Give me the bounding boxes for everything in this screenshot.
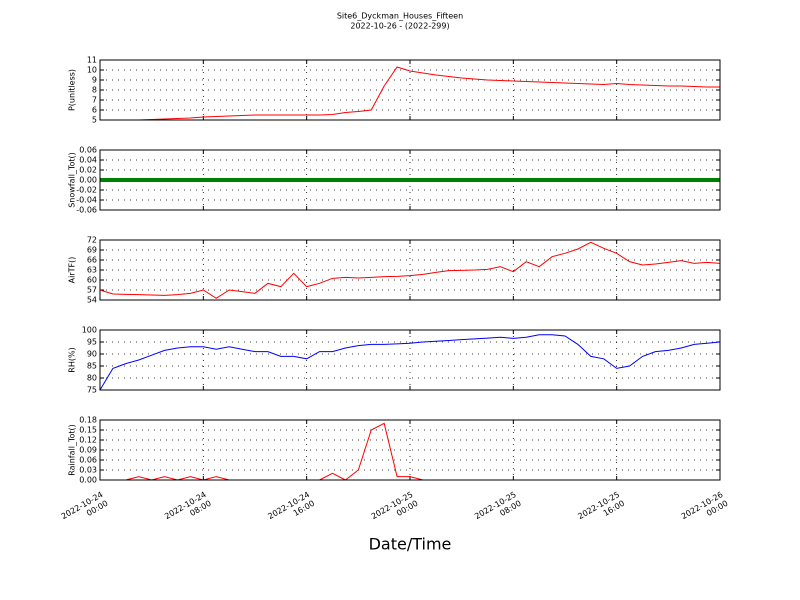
y-tick-label: 69	[87, 246, 97, 255]
y-tick-label: -0.04	[76, 196, 97, 205]
y-tick-label: 63	[87, 266, 97, 275]
plot-frame	[99, 149, 721, 211]
plot-frame	[99, 239, 721, 301]
y-tick-label: 85	[87, 362, 97, 371]
y-axis-label: P(unitless)	[68, 69, 77, 111]
y-tick-label: 10	[87, 66, 97, 75]
y-tick-label: 0.00	[79, 176, 97, 185]
y-tick-label: 54	[87, 296, 97, 305]
y-tick-label: 0.00	[79, 476, 97, 485]
y-axis-label: AirTF()	[68, 257, 77, 284]
y-tick-label: 75	[87, 386, 97, 395]
y-tick-label: -0.06	[76, 206, 97, 215]
data-line	[100, 66, 720, 121]
y-tick-label: 6	[92, 106, 97, 115]
x-axis-label: Date/Time	[369, 535, 452, 554]
plot-frame	[99, 419, 721, 481]
y-tick-label: 0.06	[79, 146, 97, 155]
y-axis-label: Snowfall_Tot()	[68, 152, 77, 208]
y-tick-label: 0.18	[79, 416, 97, 425]
y-tick-label: -0.02	[76, 186, 97, 195]
y-tick-label: 0.03	[79, 466, 97, 475]
data-line	[99, 241, 721, 299]
y-tick-label: 80	[87, 374, 97, 383]
chart-subtitle: 2022-10-26 - (2022-299)	[350, 22, 449, 31]
y-tick-label: 0.15	[79, 426, 97, 435]
y-tick-label: 5	[92, 116, 97, 125]
y-tick-label: 9	[92, 76, 97, 85]
y-tick-label: 0.02	[79, 166, 97, 175]
y-tick-label: 8	[92, 86, 97, 95]
y-tick-label: 0.04	[79, 156, 97, 165]
plot-frame	[99, 329, 721, 391]
y-tick-label: 0.06	[79, 456, 97, 465]
y-tick-label: 60	[87, 276, 97, 285]
y-tick-label: 90	[87, 350, 97, 359]
chart-title: Site6_Dyckman_Houses_Fifteen	[337, 12, 463, 21]
y-tick-label: 66	[87, 256, 97, 265]
y-tick-label: 0.09	[79, 446, 97, 455]
y-tick-label: 11	[87, 56, 97, 65]
y-tick-label: 100	[82, 326, 97, 335]
plot-frame	[99, 59, 721, 121]
data-line	[99, 334, 721, 391]
y-tick-label: 95	[87, 338, 97, 347]
y-tick-label: 0.12	[79, 436, 97, 445]
y-axis-label: Rainfall_Tot()	[68, 424, 77, 476]
y-axis-label: RH(%)	[68, 347, 77, 372]
y-tick-label: 57	[87, 286, 97, 295]
y-tick-label: 7	[92, 96, 97, 105]
y-tick-label: 72	[87, 236, 97, 245]
